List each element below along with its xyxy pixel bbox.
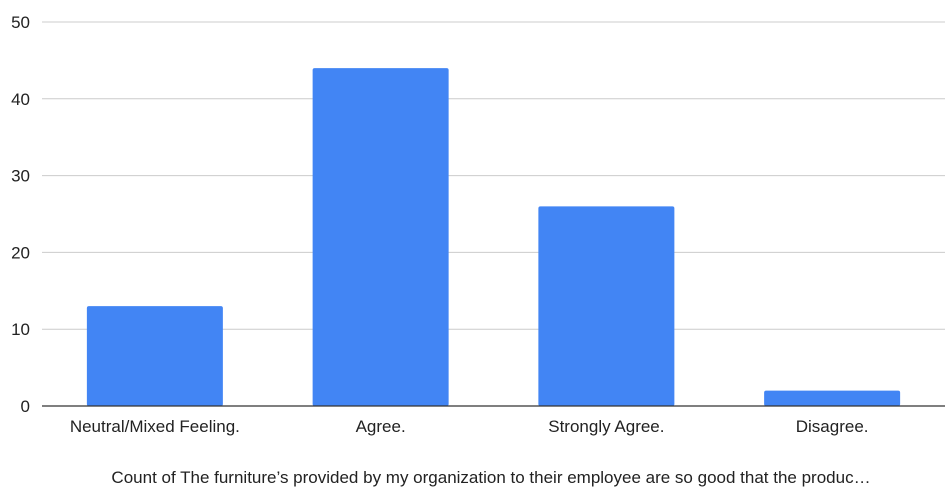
- bar: [538, 206, 675, 406]
- gridlines: [42, 21, 945, 330]
- x-tick-label: Strongly Agree.: [548, 417, 664, 436]
- y-tick-label: 0: [21, 397, 30, 416]
- y-tick-label: 20: [11, 243, 30, 262]
- y-tick-label: 30: [11, 167, 30, 186]
- y-tick-label: 50: [11, 13, 30, 32]
- x-axis-title: Count of The furniture’s provided by my …: [111, 468, 870, 487]
- x-axis-ticks: Neutral/Mixed Feeling. Agree. Strongly Agr…: [70, 417, 869, 436]
- bar: [764, 390, 901, 406]
- bar: [86, 306, 223, 406]
- bars: [86, 68, 901, 406]
- y-tick-label: 10: [11, 320, 30, 339]
- bar: [312, 68, 449, 406]
- y-axis-ticks: 0 10 20 30 40 50: [11, 13, 30, 416]
- y-tick-label: 40: [11, 90, 30, 109]
- x-tick-label: Agree.: [356, 417, 406, 436]
- x-tick-label: Neutral/Mixed Feeling.: [70, 417, 240, 436]
- x-tick-label: Disagree.: [796, 417, 869, 436]
